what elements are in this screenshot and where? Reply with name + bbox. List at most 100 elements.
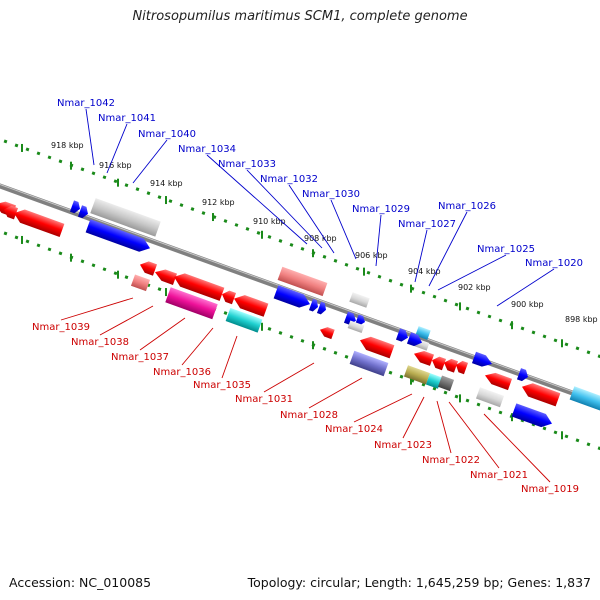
gene-feature[interactable]	[2, 204, 19, 220]
upper-scale-dot	[58, 159, 63, 164]
gene-feature[interactable]	[412, 348, 435, 366]
gene-label-nmar-1035[interactable]: Nmar_1035	[193, 380, 251, 391]
upper-scale-dot	[80, 167, 85, 172]
lower-scale-dot	[399, 374, 404, 379]
gene-feature[interactable]	[138, 259, 158, 276]
gene-feature[interactable]	[395, 328, 410, 343]
gene-feature[interactable]	[355, 314, 366, 326]
gene-label-nmar-1019[interactable]: Nmar_1019	[521, 484, 579, 495]
scale-tick-label: 904 kbp	[408, 267, 441, 276]
lower-scale-dot	[80, 259, 85, 264]
upper-scale-dot	[421, 290, 426, 295]
gene-label-nmar-1037[interactable]: Nmar_1037	[111, 352, 169, 363]
gene-feature[interactable]	[437, 375, 455, 392]
lower-scale-dot	[498, 410, 503, 415]
gene-feature[interactable]	[85, 219, 153, 255]
gene-label-nmar-1027[interactable]: Nmar_1027	[398, 219, 456, 230]
gene-feature[interactable]	[273, 285, 313, 310]
gene-label-nmar-1041[interactable]: Nmar_1041	[98, 113, 156, 124]
gene-feature[interactable]	[358, 334, 395, 359]
gene-feature[interactable]	[308, 298, 320, 313]
lower-scale-dot	[344, 354, 349, 359]
upper-scale-dot	[223, 219, 228, 223]
gene-label-nmar-1020[interactable]: Nmar_1020	[525, 258, 583, 269]
gene-feature[interactable]	[406, 332, 424, 348]
upper-scale-dot	[399, 282, 404, 287]
gene-feature[interactable]	[471, 351, 494, 370]
gene-label-nmar-1024[interactable]: Nmar_1024	[325, 424, 383, 435]
gene-label-nmar-1023[interactable]: Nmar_1023	[374, 440, 432, 451]
genome-title: Nitrosopumilus maritimus SCM1, complete …	[132, 9, 468, 24]
scale-tick-label: 918 kbp	[51, 141, 84, 150]
gene-feature[interactable]	[520, 380, 561, 407]
gene-leader-line	[483, 413, 551, 483]
gene-feature[interactable]	[12, 206, 65, 238]
gene-feature[interactable]	[483, 370, 513, 391]
gene-label-nmar-1031[interactable]: Nmar_1031	[235, 394, 293, 405]
gene-feature[interactable]	[475, 387, 505, 408]
gene-feature[interactable]	[511, 403, 555, 430]
gene-feature[interactable]	[349, 292, 370, 308]
gene-label-nmar-1028[interactable]: Nmar_1028	[280, 410, 338, 421]
gene-label-nmar-1036[interactable]: Nmar_1036	[153, 367, 211, 378]
gene-label-nmar-1038[interactable]: Nmar_1038	[71, 337, 129, 348]
gene-label-nmar-1021[interactable]: Nmar_1021	[470, 470, 528, 481]
gene-feature[interactable]	[316, 301, 328, 316]
gene-feature[interactable]	[165, 287, 218, 320]
gene-feature[interactable]	[430, 355, 447, 371]
gene-label-nmar-1039[interactable]: Nmar_1039	[32, 322, 90, 333]
gene-feature[interactable]	[442, 357, 459, 373]
upper-scale-dot	[267, 235, 272, 239]
gene-label-nmar-1026[interactable]: Nmar_1026	[438, 201, 496, 212]
upper-scale-dot	[25, 147, 30, 152]
gene-label-nmar-1030[interactable]: Nmar_1030	[302, 189, 360, 200]
upper-scale-dot	[388, 278, 393, 283]
gene-label-nmar-1022[interactable]: Nmar_1022	[422, 455, 480, 466]
upper-scale-dot	[564, 342, 569, 347]
gene-labels: Nmar_1042 Nmar_1041 Nmar_1040 Nmar_1034 Nmar…	[32, 98, 583, 495]
upper-scale-dot	[586, 350, 591, 355]
gene-feature[interactable]	[69, 200, 82, 214]
gene-feature[interactable]	[220, 289, 237, 305]
upper-scale-dot	[465, 306, 470, 311]
gene-feature[interactable]	[349, 350, 389, 377]
gene-feature[interactable]	[516, 368, 530, 383]
gene-feature[interactable]	[415, 326, 431, 340]
upper-scale-dot	[289, 242, 294, 247]
lower-scale-dot	[157, 287, 162, 292]
gene-feature[interactable]	[454, 359, 469, 375]
gene-label-nmar-1042[interactable]: Nmar_1042	[57, 98, 115, 109]
gene-feature[interactable]	[90, 198, 161, 237]
gene-feature[interactable]	[347, 320, 365, 334]
gene-label-nmar-1032[interactable]: Nmar_1032	[260, 174, 318, 185]
gene-feature[interactable]	[77, 205, 90, 219]
gene-label-nmar-1029[interactable]: Nmar_1029	[352, 204, 410, 215]
gene-feature[interactable]	[403, 365, 431, 385]
upper-scale-dot	[432, 294, 437, 299]
gene-leader-line	[428, 211, 468, 287]
gene-label-nmar-1040[interactable]: Nmar_1040	[138, 129, 196, 140]
gene-label-nmar-1033[interactable]: Nmar_1033	[218, 159, 276, 170]
lower-scale-dot	[124, 275, 129, 280]
gene-feature[interactable]	[425, 373, 443, 389]
gene-feature[interactable]	[318, 325, 335, 340]
gene-feature[interactable]	[130, 274, 151, 292]
upper-scale-dot	[256, 231, 261, 235]
gene-feature[interactable]	[232, 292, 269, 317]
upper-scale-dot	[366, 270, 371, 275]
upper-scale-dot	[157, 195, 162, 200]
gene-leader-line	[288, 184, 335, 254]
gene-leader-line	[308, 377, 363, 409]
scale-tick-label: 916 kbp	[99, 161, 132, 170]
gene-label-nmar-1034[interactable]: Nmar_1034	[178, 144, 236, 155]
gene-feature[interactable]	[225, 307, 263, 333]
gene-feature[interactable]	[569, 386, 600, 412]
gene-feature[interactable]	[153, 266, 178, 285]
gene-label-nmar-1025[interactable]: Nmar_1025	[477, 244, 535, 255]
gene-feature[interactable]	[277, 266, 328, 297]
accession-text: Accession: NC_010085	[9, 575, 152, 590]
upper-scale-dot	[234, 223, 239, 227]
gene-feature[interactable]	[172, 270, 225, 301]
lower-scale-dot	[465, 398, 470, 403]
